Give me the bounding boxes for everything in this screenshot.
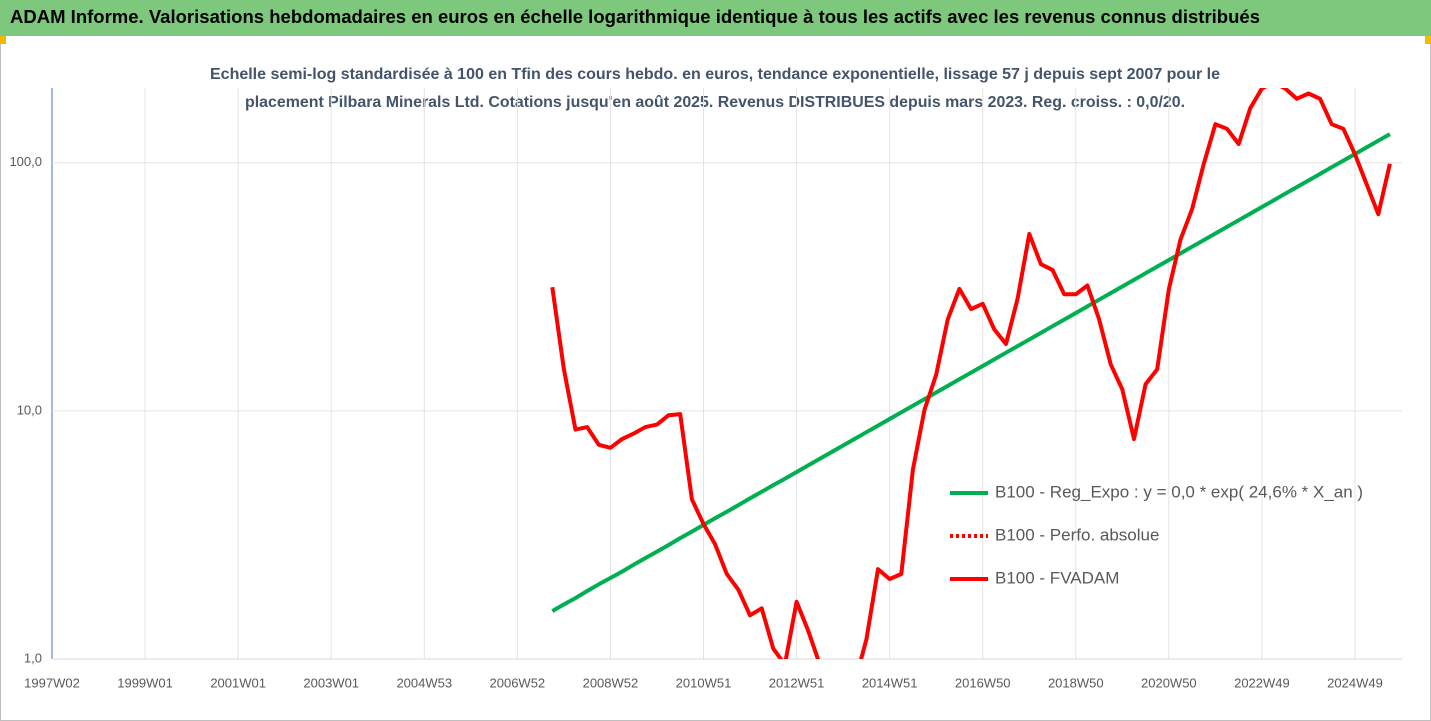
series-line (551, 132, 1391, 613)
x-tick-label: 2004W53 (396, 675, 452, 690)
x-tick-label: 2018W50 (1048, 675, 1104, 690)
corner-mark (1425, 36, 1431, 44)
y-tick-label: 10,0 (17, 402, 42, 417)
x-tick-label: 2016W50 (955, 675, 1011, 690)
x-tick-label: 2003W01 (303, 675, 359, 690)
x-tick-label: 2022W49 (1234, 675, 1290, 690)
legend-label: B100 - FVADAM (995, 568, 1119, 587)
chart-title: ADAM Informe. Valorisations hebdomadaire… (10, 7, 1260, 27)
series-line (550, 88, 1392, 659)
chart-subtitle: Echelle semi-log standardisée à 100 en T… (210, 66, 1220, 83)
plot-area (550, 88, 1392, 659)
x-tick-label: 1999W01 (117, 675, 173, 690)
legend-label: B100 - Reg_Expo : y = 0,0 * exp( 24,6% *… (995, 482, 1363, 501)
y-tick-label: 1,0 (24, 650, 42, 665)
corner-mark (0, 36, 6, 44)
x-tick-label: 1997W02 (24, 675, 80, 690)
x-tick-label: 2008W52 (583, 675, 639, 690)
x-tick-label: 2020W50 (1141, 675, 1197, 690)
y-tick-label: 100,0 (9, 154, 42, 169)
x-tick-label: 2010W51 (676, 675, 732, 690)
x-tick-label: 2006W52 (490, 675, 546, 690)
x-tick-label: 2012W51 (769, 675, 825, 690)
x-tick-label: 2001W01 (210, 675, 266, 690)
legend-label: B100 - Perfo. absolue (995, 525, 1159, 544)
header-bar (0, 0, 1431, 36)
x-tick-label: 2024W49 (1327, 675, 1383, 690)
x-tick-label: 2014W51 (862, 675, 918, 690)
chart-subtitle: placement Pilbara Minerals Ltd. Cotation… (245, 94, 1185, 111)
